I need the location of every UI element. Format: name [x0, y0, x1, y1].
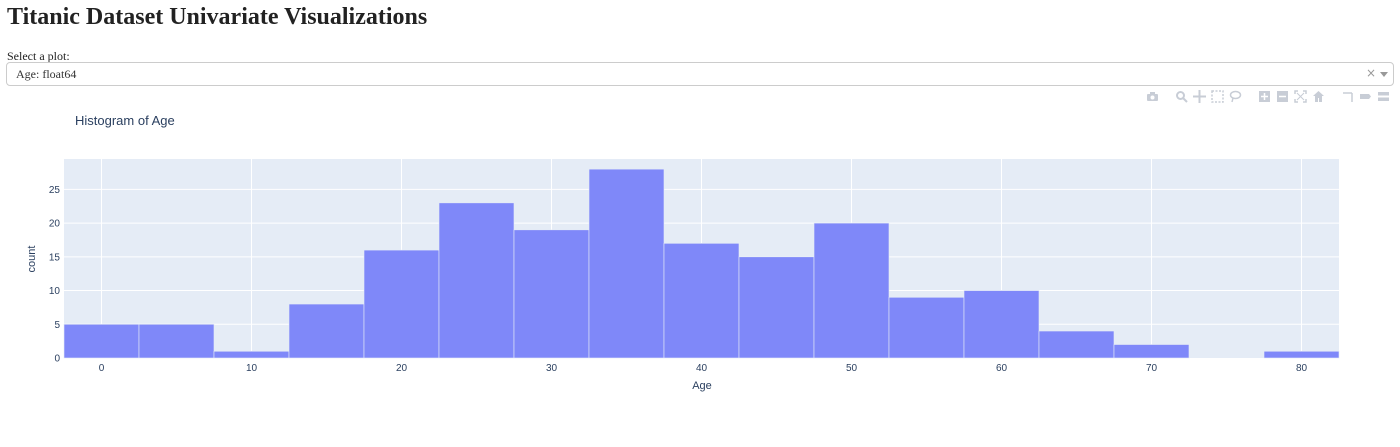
- y-axis-label: count: [26, 246, 38, 273]
- chevron-down-icon[interactable]: [1380, 72, 1388, 77]
- histogram-bar[interactable]: [663, 243, 740, 359]
- y-tick-label: 25: [49, 185, 61, 196]
- histogram-bar[interactable]: [888, 296, 965, 359]
- x-tick-label: 70: [1146, 363, 1158, 374]
- y-tick-label: 5: [54, 320, 60, 331]
- x-tick-label: 30: [546, 363, 558, 374]
- y-tick-labels: 0 5 10 15 20 25: [49, 185, 61, 365]
- box-select-icon[interactable]: [1211, 90, 1224, 103]
- page-title: Titanic Dataset Univariate Visualization…: [7, 4, 428, 30]
- zoom-icon[interactable]: [1175, 90, 1188, 103]
- x-tick-label: 80: [1296, 363, 1308, 374]
- histogram-bar[interactable]: [813, 222, 890, 359]
- zoom-in-icon[interactable]: [1258, 90, 1271, 103]
- x-tick-label: 60: [996, 363, 1008, 374]
- clear-icon[interactable]: ×: [1365, 66, 1376, 80]
- histogram-bar[interactable]: [438, 202, 515, 359]
- hover-compare-icon[interactable]: [1377, 90, 1390, 103]
- y-tick-label: 10: [49, 286, 61, 297]
- plot-select-value: Age: float64: [16, 67, 77, 81]
- spike-lines-icon[interactable]: [1341, 90, 1354, 103]
- histogram-bar[interactable]: [588, 168, 665, 359]
- y-tick-label: 20: [49, 219, 61, 230]
- pan-icon[interactable]: [1193, 90, 1206, 103]
- x-tick-label: 10: [246, 363, 258, 374]
- x-axis-label: Age: [692, 380, 712, 392]
- bars: [63, 168, 1340, 359]
- x-tick-label: 20: [396, 363, 408, 374]
- select-label: Select a plot:: [7, 49, 70, 63]
- histogram-bar[interactable]: [738, 256, 815, 359]
- y-tick-label: 0: [54, 354, 60, 365]
- histogram-bar[interactable]: [1263, 350, 1340, 359]
- histogram-bar[interactable]: [363, 249, 440, 359]
- histogram-bar[interactable]: [513, 229, 590, 359]
- modebar: [1146, 90, 1400, 103]
- histogram-bar[interactable]: [63, 323, 140, 359]
- histogram-bar[interactable]: [288, 303, 365, 359]
- autoscale-icon[interactable]: [1294, 90, 1307, 103]
- lasso-select-icon[interactable]: [1229, 90, 1242, 103]
- histogram-chart[interactable]: Histogram of Age 0 10 20 30 40 50 60 70 80 0 5 10 1…: [0, 100, 1400, 400]
- reset-axes-icon[interactable]: [1312, 90, 1325, 103]
- histogram-bar[interactable]: [1113, 344, 1190, 359]
- x-tick-label: 0: [99, 363, 105, 374]
- x-tick-labels: 0 10 20 30 40 50 60 70 80: [99, 363, 1308, 374]
- zoom-out-icon[interactable]: [1276, 90, 1289, 103]
- chart-title: Histogram of Age: [75, 113, 175, 128]
- histogram-bar[interactable]: [138, 323, 215, 359]
- histogram-bar[interactable]: [963, 290, 1040, 359]
- x-tick-label: 40: [696, 363, 708, 374]
- x-tick-label: 50: [846, 363, 858, 374]
- histogram-bar[interactable]: [1038, 330, 1115, 359]
- plot-select-dropdown[interactable]: Age: float64 ×: [6, 62, 1394, 86]
- histogram-bar[interactable]: [213, 350, 290, 359]
- camera-icon[interactable]: [1146, 90, 1159, 103]
- y-tick-label: 15: [49, 252, 61, 263]
- hover-closest-icon[interactable]: [1359, 90, 1372, 103]
